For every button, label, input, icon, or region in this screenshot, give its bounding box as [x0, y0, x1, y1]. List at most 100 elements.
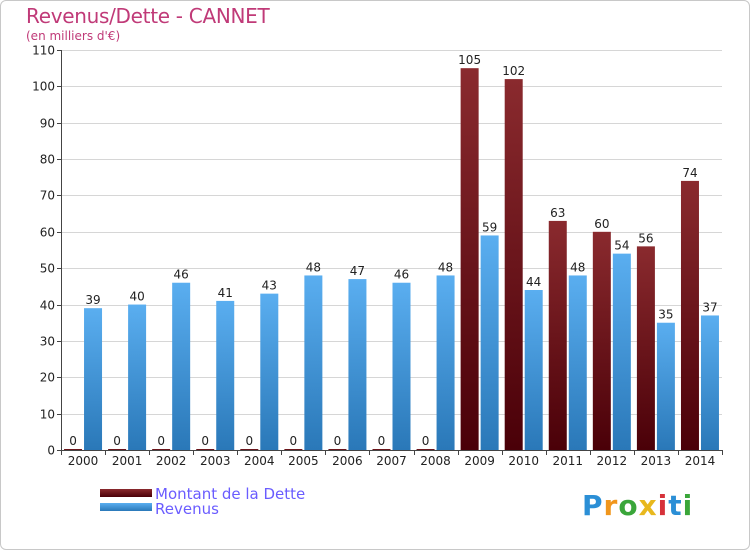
legend-swatch-debt: [100, 489, 152, 497]
x-tick-label: 2013: [641, 454, 672, 468]
y-tick-label: 80: [40, 153, 55, 167]
y-tick-label: 60: [40, 226, 55, 240]
legend-swatch-revenue: [100, 503, 152, 511]
bar-debt-2007: [372, 449, 391, 450]
bar-revenue-2013: [656, 322, 675, 450]
logo-letter: i: [657, 489, 669, 522]
legend-label-debt: Montant de la Dette: [155, 485, 306, 503]
value-label-debt-2009: 105: [458, 53, 481, 67]
value-label-revenue-2013: 35: [658, 308, 673, 322]
logo-letter: o: [618, 489, 639, 522]
x-tick-label: 2005: [288, 454, 319, 468]
y-tick-label: 0: [47, 444, 55, 458]
bar-revenue-2007: [392, 282, 411, 450]
y-tick-label: 70: [40, 189, 55, 203]
logo-letter: P: [582, 489, 604, 522]
x-tick-label: 2000: [68, 454, 99, 468]
value-label-debt-2003: 0: [201, 434, 209, 448]
value-label-revenue-2008: 48: [438, 260, 453, 274]
value-label-debt-2001: 0: [113, 434, 121, 448]
y-tick-label: 100: [32, 80, 55, 94]
bar-revenue-2006: [348, 279, 367, 450]
bar-revenue-2009: [480, 235, 499, 450]
x-tick-label: 2004: [244, 454, 275, 468]
value-label-debt-2000: 0: [69, 434, 77, 448]
value-label-revenue-2007: 46: [394, 268, 409, 282]
x-tick-label: 2010: [508, 454, 539, 468]
x-tick-label: 2014: [685, 454, 716, 468]
bar-debt-2002: [152, 449, 171, 450]
bar-revenue-2004: [260, 293, 279, 450]
bar-debt-2013: [636, 246, 655, 450]
bar-debt-2001: [108, 449, 127, 450]
bar-debt-2000: [64, 449, 83, 450]
value-label-debt-2014: 74: [682, 166, 697, 180]
value-label-debt-2011: 63: [550, 206, 565, 220]
logo-letter: i: [682, 489, 694, 522]
bar-revenue-2012: [612, 253, 631, 450]
x-tick-label: 2008: [420, 454, 451, 468]
y-tick-label: 50: [40, 262, 55, 276]
y-tick-label: 10: [40, 408, 55, 422]
value-label-revenue-2014: 37: [702, 300, 717, 314]
value-labels: 0 39 0 40 0 46 0 41 0 43 0 48 0 47 0 46 0 48 105 59 102 44 63 4…: [69, 53, 717, 448]
value-label-revenue-2001: 40: [129, 290, 144, 304]
y-tick-label: 40: [40, 299, 55, 313]
value-label-revenue-2000: 39: [85, 293, 100, 307]
logo-letter: x: [638, 489, 658, 522]
bar-revenue-2008: [436, 275, 455, 450]
y-tick-label: 110: [32, 44, 55, 58]
value-label-revenue-2003: 41: [218, 286, 233, 300]
bar-revenue-2002: [172, 282, 191, 450]
bar-debt-2010: [504, 79, 523, 450]
logo-letter: r: [603, 489, 619, 522]
grid-lines: [61, 50, 722, 415]
bar-debt-2005: [284, 449, 303, 450]
bar-debt-2011: [548, 220, 567, 450]
bar-debt-2003: [196, 449, 215, 450]
bar-debt-2008: [416, 449, 435, 450]
x-tick-label: 2011: [552, 454, 583, 468]
bars: [64, 68, 719, 450]
value-label-debt-2002: 0: [157, 434, 165, 448]
y-tick-label: 90: [40, 117, 55, 131]
value-label-debt-2007: 0: [378, 434, 386, 448]
chart-subtitle: (en milliers d'€): [26, 29, 121, 43]
x-axis: 2000 2001 2002 2003 2004 2005 2006 2007 2008 2009…: [61, 450, 723, 468]
value-label-revenue-2006: 47: [350, 264, 365, 278]
bar-revenue-2014: [700, 315, 719, 450]
logo-letter: t: [668, 489, 683, 522]
x-tick-label: 2009: [464, 454, 495, 468]
value-label-debt-2010: 102: [502, 64, 525, 78]
value-label-revenue-2009: 59: [482, 220, 497, 234]
value-label-revenue-2010: 44: [526, 275, 541, 289]
value-label-debt-2005: 0: [290, 434, 298, 448]
bar-revenue-2005: [304, 275, 323, 450]
value-label-debt-2012: 60: [594, 217, 609, 231]
value-label-revenue-2005: 48: [306, 260, 321, 274]
chart-title: Revenus/Dette - CANNET: [26, 4, 270, 28]
x-tick-label: 2007: [376, 454, 407, 468]
proxiti-logo: Proxiti: [582, 489, 693, 522]
bar-revenue-2011: [568, 275, 587, 450]
x-tick-label: 2012: [597, 454, 628, 468]
bar-revenue-2001: [128, 304, 147, 450]
legend-label-revenue: Revenus: [155, 500, 219, 518]
value-label-revenue-2011: 48: [570, 260, 585, 274]
bar-debt-2014: [680, 180, 699, 450]
value-label-debt-2013: 56: [638, 231, 653, 245]
value-label-revenue-2012: 54: [614, 239, 629, 253]
bar-debt-2006: [328, 449, 347, 450]
value-label-debt-2004: 0: [245, 434, 253, 448]
y-tick-label: 30: [40, 335, 55, 349]
x-tick-label: 2006: [332, 454, 363, 468]
bar-revenue-2010: [524, 290, 543, 450]
y-axis: 0 10 20 30 40 50 60 70 80 90 100 110: [32, 44, 62, 458]
bar-debt-2012: [592, 231, 611, 450]
x-tick-label: 2002: [156, 454, 187, 468]
bar-debt-2009: [460, 68, 479, 450]
bar-revenue-2000: [84, 308, 103, 450]
value-label-debt-2006: 0: [334, 434, 342, 448]
value-label-debt-2008: 0: [422, 434, 430, 448]
